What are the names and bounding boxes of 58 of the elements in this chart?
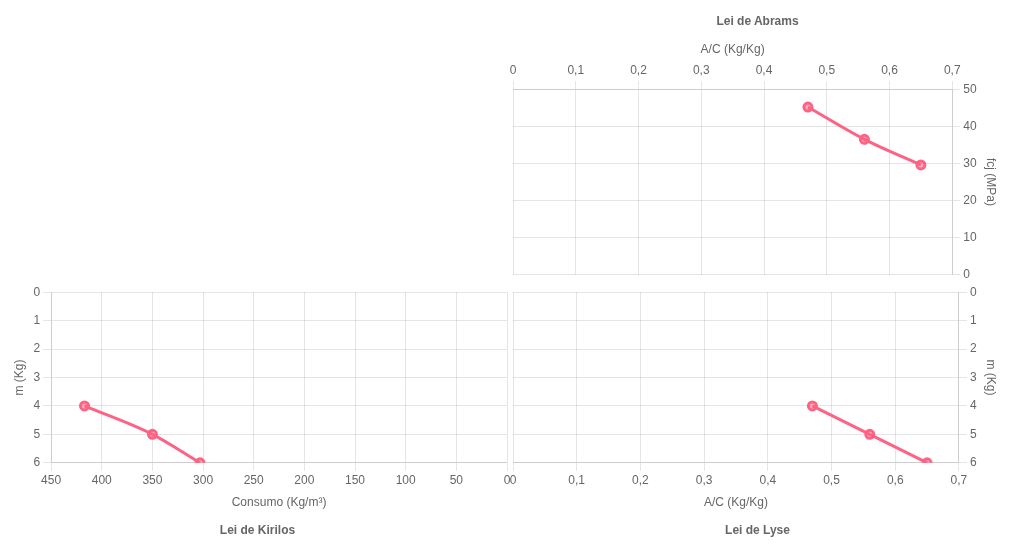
y-tick-label: 4 [33,398,41,413]
y-tick-label: 20 [963,192,977,207]
y-axis-title: fcj (MPa) [984,158,999,206]
x-tick-label: 100 [395,473,417,488]
y-tick-label: 6 [969,455,977,470]
x-tick-label: 0,4 [759,473,777,488]
x-tick-label: 0,6 [886,473,904,488]
x-tick-label: 0,7 [950,473,968,488]
x-tick-label: 0 [503,473,511,488]
y-tick-label: 5 [969,426,977,441]
x-tick-label: 450 [41,473,62,488]
x-tick-label: 0,1 [567,63,585,78]
y-tick-label: 3 [969,369,977,384]
point [858,133,870,145]
x-axis-title: A/C (Kg/Kg) [700,41,765,56]
x-tick-label: 0,4 [755,63,773,78]
text: Lei de Kirilos [219,523,296,538]
y-tick-label: 2 [969,341,977,356]
y-tick-label: 2 [33,341,41,356]
y-tick-label: 6 [33,455,41,470]
y-tick-label: 0 [963,267,971,282]
y-tick-label: 50 [963,81,977,96]
x-tick-label: 0,2 [630,63,648,78]
x-tick-label: 150 [345,473,366,488]
y-tick-label: 5 [33,426,41,441]
x-tick-label: 0,5 [823,473,841,488]
y-axis-title: m (Kg) [11,359,26,396]
x-tick-label: 0,7 [943,63,961,78]
x-tick-label: 300 [193,473,214,488]
x-tick-label: 0 [509,473,517,488]
x-tick-label: 400 [91,473,113,488]
y-tick-label: 30 [963,155,977,170]
y-tick-label: 0 [969,284,977,299]
y-tick-label: 0 [33,284,41,299]
chart-title: Lei de Abrams [716,13,799,28]
y-tick-label: 1 [969,312,977,327]
y-tick-label: 10 [963,229,977,244]
x-tick-label: 0,3 [692,63,710,78]
x-tick-label: 0,5 [818,63,836,78]
y-axis-title: m (Kg) [984,359,999,396]
x-tick-label: 0,3 [695,473,713,488]
text: Lei de Lyse [725,523,791,538]
point [915,159,927,171]
x-tick-label: 50 [449,473,464,488]
x-axis-title: A/C (Kg/Kg) [703,494,768,509]
x-tick-label: 350 [142,473,163,488]
point [802,101,814,113]
x-tick-label: 0 [509,63,517,78]
y-tick-label: 1 [33,312,41,327]
y-tick-label: 3 [33,369,41,384]
y-tick-label: 40 [963,118,977,133]
x-tick-label: 250 [243,473,265,488]
x-tick-label: 0,2 [632,473,650,488]
y-tick-label: 4 [969,398,977,413]
x-tick-label: 0,6 [881,63,899,78]
x-tick-label: 200 [294,473,315,488]
x-axis-title: Consumo (Kg/m³) [231,494,327,509]
x-tick-label: 0,1 [568,473,586,488]
